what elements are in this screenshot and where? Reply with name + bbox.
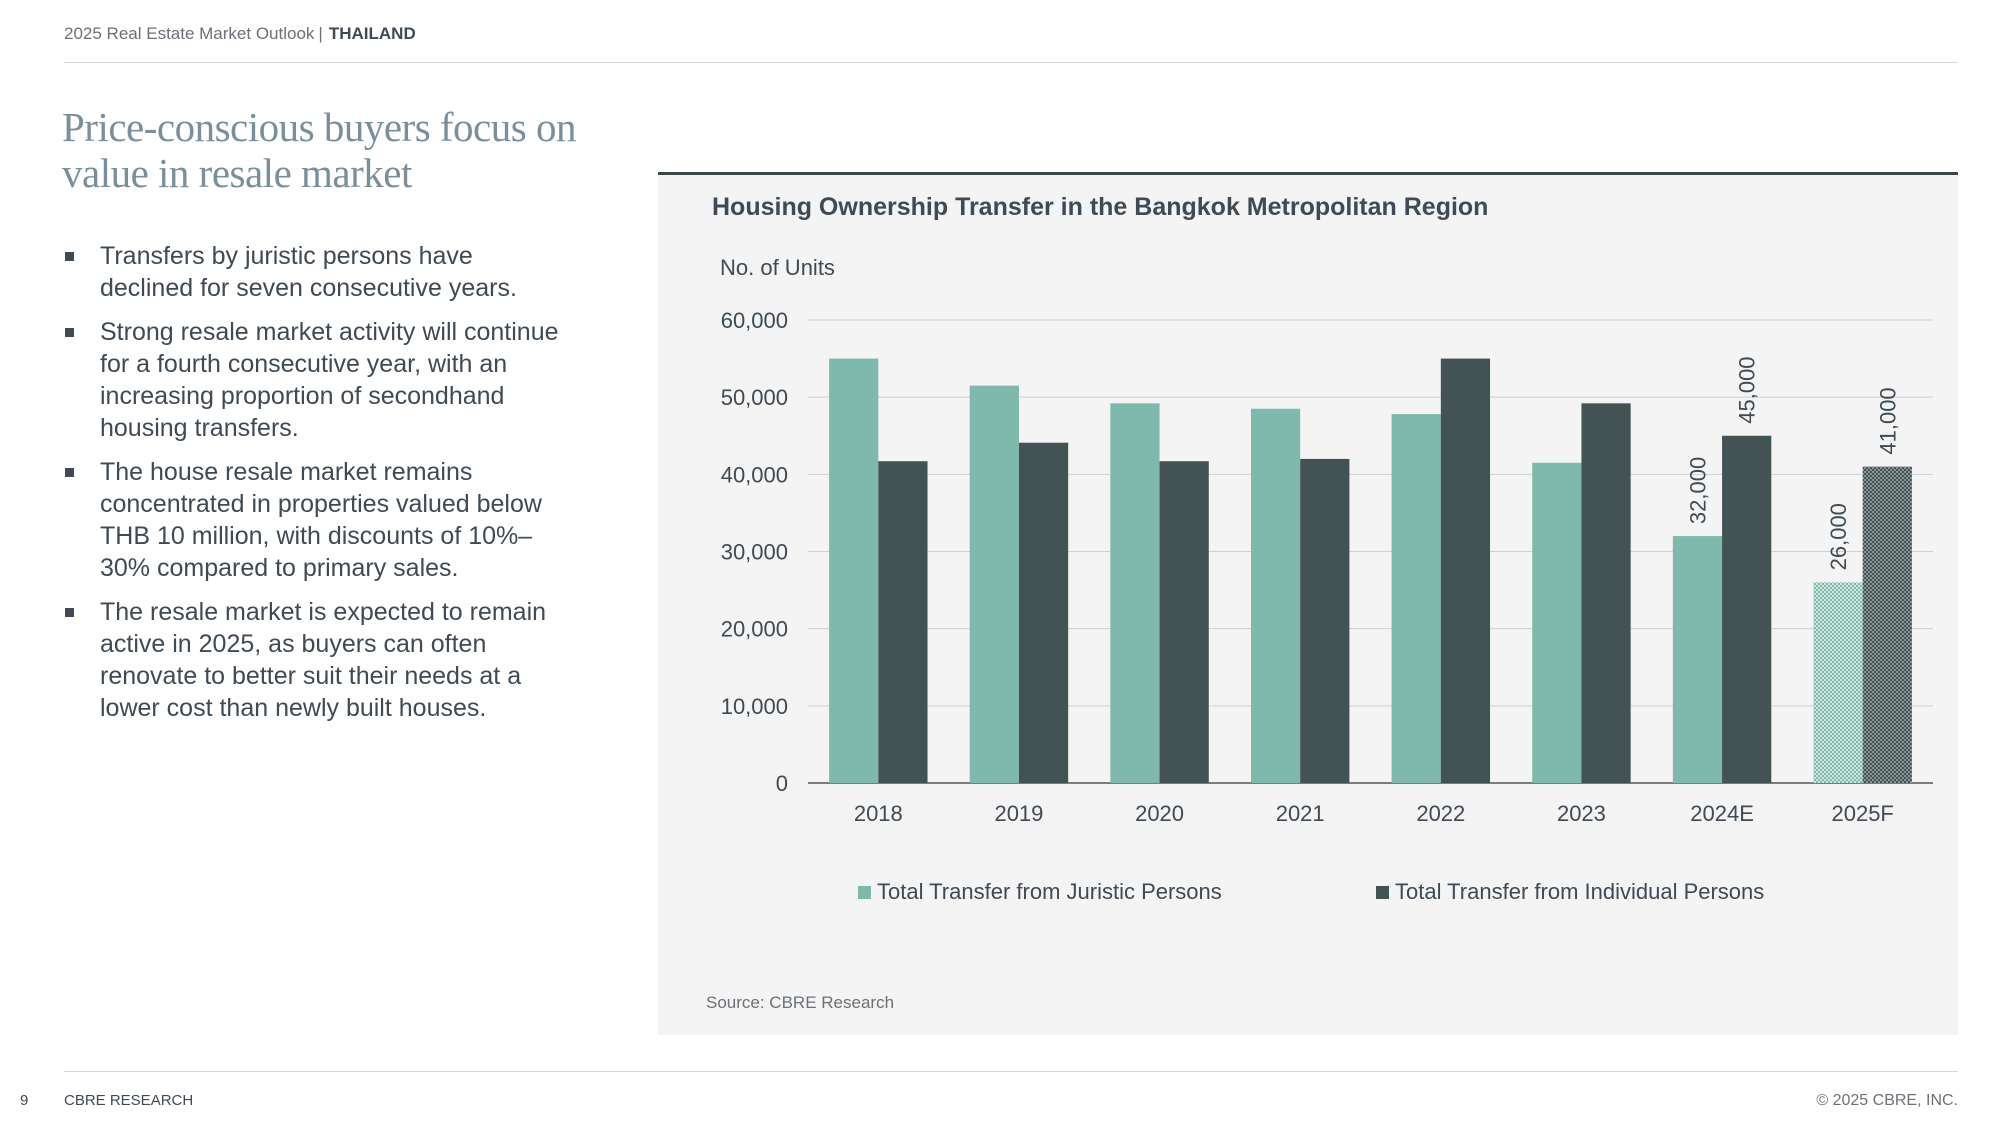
bullet-item: Strong resale market activity will conti…: [64, 316, 564, 444]
x-tick-label: 2025F: [1831, 801, 1893, 826]
legend-label-juristic: Total Transfer from Juristic Persons: [877, 879, 1222, 904]
country-label: THAILAND: [328, 24, 416, 43]
y-tick-label: 40,000: [721, 462, 788, 487]
bullet-square-icon: [65, 468, 74, 477]
bullet-item: Transfers by juristic persons have decli…: [64, 240, 564, 304]
bar-individual: [1159, 461, 1209, 783]
bar-juristic: [1532, 462, 1582, 783]
x-tick-label: 2018: [854, 801, 903, 826]
bar-individual: [1581, 403, 1631, 783]
x-tick-label: 2024E: [1690, 801, 1754, 826]
data-label: 26,000: [1826, 503, 1851, 570]
y-tick-label: 10,000: [721, 694, 788, 719]
bar-chart: 0 10,000 20,000 30,000 40,000 50,000 60,000 201…: [721, 308, 1933, 904]
bullet-item: The house resale market remains concentr…: [64, 456, 564, 584]
x-tick-label: 2021: [1276, 801, 1325, 826]
legend-swatch-juristic: [858, 886, 871, 899]
report-header: 2025 Real Estate Market Outlook | THAILAND: [64, 24, 416, 44]
data-label: 32,000: [1685, 457, 1710, 524]
x-tick-label: 2019: [994, 801, 1043, 826]
header-separator: |: [318, 24, 323, 43]
copyright: © 2025 CBRE, INC.: [1816, 1092, 1958, 1109]
page-title: Price-conscious buyers focus on value in…: [62, 104, 576, 196]
y-axis-label: No. of Units: [720, 255, 835, 280]
bullet-item: The resale market is expected to remain …: [64, 596, 564, 724]
bar-juristic: [969, 385, 1019, 783]
y-tick-label: 0: [776, 771, 788, 796]
y-tick-label: 60,000: [721, 308, 788, 333]
data-label: 45,000: [1735, 356, 1760, 423]
bar-individual: [1862, 466, 1912, 783]
report-name: 2025 Real Estate Market Outlook: [64, 24, 315, 43]
bar-juristic: [1672, 536, 1723, 783]
x-tick-label: 2022: [1416, 801, 1465, 826]
bar-individual: [878, 461, 928, 783]
bullet-text: Transfers by juristic persons have decli…: [100, 242, 517, 302]
bullet-text: Strong resale market activity will conti…: [100, 318, 559, 442]
y-tick-label: 30,000: [721, 540, 788, 565]
bullet-square-icon: [65, 608, 74, 617]
source-note: Source: CBRE Research: [706, 993, 895, 1012]
bullet-list: Transfers by juristic persons have decli…: [64, 240, 564, 736]
chart-panel: Housing Ownership Transfer in the Bangko…: [658, 172, 1958, 1035]
page-number: 9: [20, 1092, 29, 1109]
y-tick-label: 20,000: [721, 617, 788, 642]
bar-individual: [1300, 458, 1350, 783]
legend-label-individual: Total Transfer from Individual Persons: [1395, 879, 1764, 904]
chart-title: Housing Ownership Transfer in the Bangko…: [712, 193, 1489, 221]
legend-swatch-individual: [1376, 886, 1389, 899]
bar-juristic: [829, 358, 879, 783]
footer-brand: CBRE RESEARCH: [64, 1092, 194, 1109]
data-label: 41,000: [1875, 387, 1900, 454]
bullet-text: The resale market is expected to remain …: [100, 598, 547, 722]
footer-divider: [64, 1071, 1958, 1072]
bullet-square-icon: [65, 252, 74, 261]
x-tick-label: 2020: [1135, 801, 1184, 826]
bar-juristic: [1250, 408, 1301, 783]
bar-individual: [1440, 358, 1491, 783]
footer-left: 9 CBRE RESEARCH: [20, 1092, 193, 1109]
bar-individual: [1018, 442, 1069, 783]
y-tick-label: 50,000: [721, 385, 788, 410]
bullet-text: The house resale market remains concentr…: [100, 458, 542, 582]
bar-juristic: [1110, 403, 1160, 783]
header-divider: [64, 62, 1958, 63]
bullet-square-icon: [65, 328, 74, 337]
x-tick-label: 2023: [1557, 801, 1606, 826]
bar-individual: [1722, 435, 1772, 783]
bar-juristic: [1391, 414, 1441, 783]
bar-juristic: [1813, 582, 1863, 783]
